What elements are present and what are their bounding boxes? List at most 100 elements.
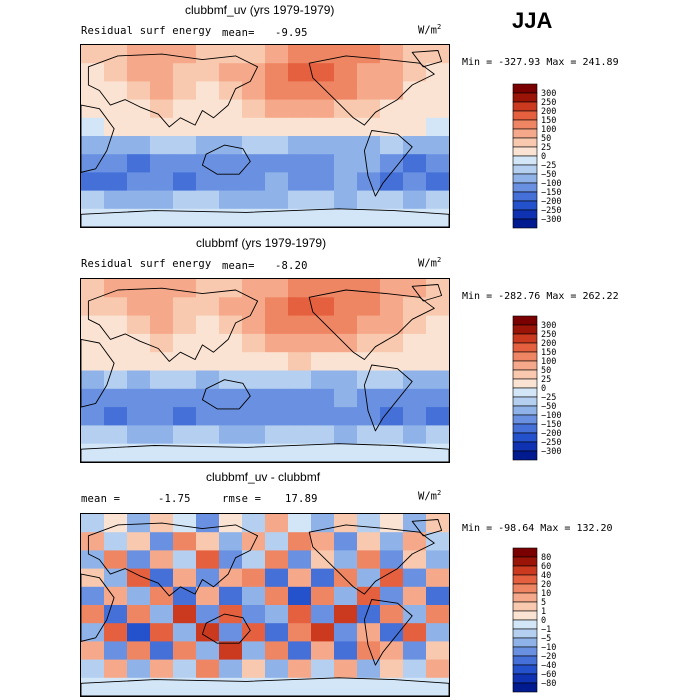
panel2-cell-r9-c12 (357, 443, 381, 462)
panel3-cell-r2-c6 (219, 550, 243, 570)
panel1-units: W/m2 (418, 23, 442, 37)
panel2-cell-r2-c7 (242, 315, 266, 335)
panel3-colorbar-label-0: 80 (541, 553, 551, 563)
panel2-cell-r0-c0 (81, 279, 105, 298)
panel3-colorbar-label-7: 0 (541, 616, 546, 626)
panel3-cell-r6-c0 (81, 623, 105, 642)
panel1-colorbar-swatch-0 (512, 83, 538, 94)
panel3-colorbar-swatch-14 (512, 673, 538, 684)
panel3-cell-r9-c12 (357, 677, 381, 696)
panel2-cell-r4-c10 (311, 352, 335, 372)
panel2-cell-r1-c8 (265, 297, 289, 317)
panel1-cell-r0-c6 (219, 45, 243, 64)
panel1-cell-r4-c3 (150, 117, 174, 137)
panel1-cell-r8-c9 (288, 190, 312, 210)
panel2-cell-r6-c12 (357, 388, 381, 408)
panel2-cell-r6-c7 (242, 388, 266, 408)
panel3-colorbar-swatch-0 (512, 547, 538, 558)
panel2-cell-r9-c8 (265, 443, 289, 462)
panel2-cell-r7-c11 (334, 407, 358, 426)
panel1-colorbar-label-10: −100 (541, 179, 561, 189)
panel1-cell-r5-c13 (380, 136, 404, 155)
panel1-mean-label: mean= (222, 27, 255, 39)
panel3-cell-r2-c9 (288, 550, 312, 570)
panel2-cell-r1-c5 (196, 297, 220, 317)
panel2-cell-r5-c9 (288, 370, 312, 390)
panel2-cell-r3-c14 (403, 333, 427, 353)
panel1-colorbar-swatch-4 (512, 119, 538, 130)
panel2-cell-r9-c9 (288, 443, 312, 462)
panel1-cell-r3-c6 (219, 99, 243, 119)
panel1-cell-r2-c12 (357, 81, 381, 101)
panel3-cell-r5-c1 (104, 605, 128, 624)
panel1-cell-r7-c15 (426, 172, 449, 192)
panel1-colorbar: 300 250 200 150 100 50 25 0 −25 −50 −100 −150 −200 −2… (512, 83, 573, 229)
panel3-colorbar-swatch-8 (512, 619, 538, 630)
panel3-cell-r4-c12 (357, 586, 381, 606)
panel3-cell-r9-c13 (380, 677, 404, 696)
panel3-cell-r3-c3 (150, 568, 174, 588)
panel2-cell-r8-c7 (242, 425, 266, 445)
panel1-cell-r0-c9 (288, 45, 312, 64)
panel2-cell-r0-c12 (357, 279, 381, 298)
panel1-cell-r0-c0 (81, 45, 105, 64)
panel1-cell-r6-c4 (173, 154, 197, 173)
panel3-coastline-eurasia (87, 522, 259, 597)
panel2-cell-r3-c6 (219, 333, 243, 353)
panel1-cell-r0-c4 (173, 45, 197, 64)
panel3-min-label: Min = (462, 523, 493, 534)
panel2-units: W/m2 (418, 256, 442, 270)
panel3-cell-r5-c4 (173, 605, 197, 624)
panel1-colorbar-swatch-9 (512, 164, 538, 175)
panel3-colorbar-label-6: 1 (541, 607, 546, 617)
panel2-cell-r2-c0 (81, 315, 105, 335)
panel1-cell-r8-c3 (150, 190, 174, 210)
panel2-cell-r4-c8 (265, 352, 289, 372)
panel1-cell-r0-c7 (242, 45, 266, 64)
panel1-colorbar-swatch-13 (512, 200, 538, 211)
panel3-mean-label: mean = (81, 493, 121, 505)
panel1-colorbar-swatch-14 (512, 209, 538, 220)
panel3-map-svg (81, 514, 449, 696)
panel3-cell-r3-c1 (104, 568, 128, 588)
panel1-cell-r7-c2 (127, 172, 151, 192)
panel3-cell-r4-c9 (288, 586, 312, 606)
panel1-cell-r1-c0 (81, 63, 105, 82)
panel3-cell-r4-c6 (219, 586, 243, 606)
panel2-cell-r3-c4 (173, 333, 197, 353)
panel1-max-label: Max = (546, 57, 577, 68)
panel3-colorbar-swatch-4 (512, 583, 538, 594)
panel3-cell-r8-c11 (334, 659, 358, 679)
panel2-cell-r9-c7 (242, 443, 266, 462)
panel1-colorbar-label-14: −300 (541, 215, 561, 225)
panel2-cell-r6-c9 (288, 388, 312, 408)
panel2-cell-r2-c6 (219, 315, 243, 335)
panel1-cell-r6-c5 (196, 154, 220, 173)
panel1-min-label: Min = (462, 57, 493, 68)
panel3-cell-r2-c15 (426, 550, 449, 570)
panel1-colorbar-label-13: −250 (541, 206, 561, 216)
panel3-cell-r0-c13 (380, 514, 404, 533)
panel1-cell-r3-c4 (173, 99, 197, 119)
panel1-cell-r3-c1 (104, 99, 128, 119)
panel1-cell-r2-c1 (104, 81, 128, 101)
panel2-cell-r6-c1 (104, 388, 128, 408)
panel2-cell-r2-c14 (403, 315, 427, 335)
panel2-cell-r2-c4 (173, 315, 197, 335)
panel2-colorbar-label-8: −25 (541, 393, 556, 403)
panel3-colorbar-label-9: −5 (541, 634, 551, 644)
panel3-colorbar-swatch-10 (512, 637, 538, 648)
panel3-colorbar-swatch-11 (512, 646, 538, 657)
panel3-cell-r7-c0 (81, 641, 105, 661)
panel3-cell-r5-c7 (242, 605, 266, 624)
panel2-cell-r5-c8 (265, 370, 289, 390)
panel2-cell-r0-c7 (242, 279, 266, 298)
panel3-cell-r2-c0 (81, 550, 105, 570)
panel3-coastline-australia (201, 613, 251, 644)
panel1-map (80, 44, 450, 228)
panel2-colorbar-swatch-1 (512, 324, 538, 335)
panel3-cell-r3-c13 (380, 568, 404, 588)
panel1-cell-r8-c14 (403, 190, 427, 210)
panel2-cell-r1-c14 (403, 297, 427, 317)
panel1-colorbar-swatch-3 (512, 110, 538, 121)
